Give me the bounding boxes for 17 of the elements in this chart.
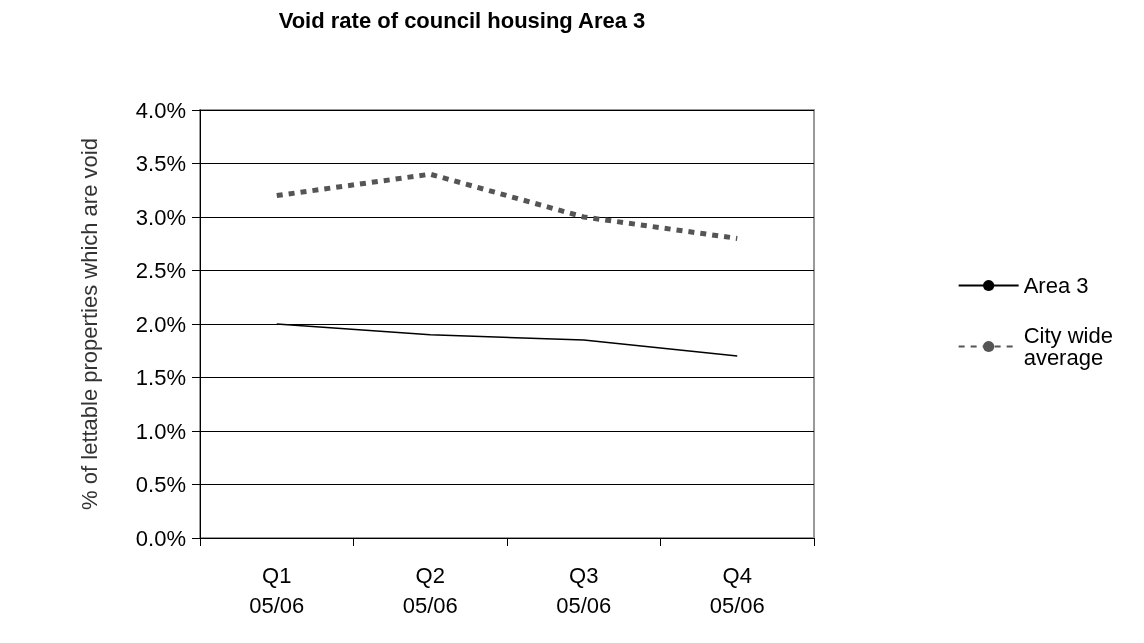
y-tick-label: 2.5%	[135, 258, 186, 283]
chart-title: Void rate of council housing Area 3	[278, 7, 646, 33]
y-tick-label: 1.0%	[135, 418, 186, 444]
y-axis-title: % of lettable properties which are void	[76, 138, 102, 510]
y-tick-label: 0.0%	[135, 525, 186, 551]
x-tick-label: Q1 05/06	[249, 562, 305, 618]
y-tick-label: 3.5%	[135, 151, 186, 176]
y-tick-label: 1.5%	[135, 365, 186, 390]
y-tick-label: 2.0%	[135, 311, 186, 337]
y-tick-label: 4.0%	[135, 97, 186, 123]
legend-label: City wide average	[1023, 323, 1119, 370]
legend-label: Area 3	[1023, 273, 1089, 298]
y-tick-label: 0.5%	[135, 472, 186, 497]
x-tick-label: Q2 05/06	[402, 562, 458, 618]
y-tick-label: 3.0%	[135, 204, 186, 230]
x-tick-label: Q3 05/06	[556, 562, 612, 618]
x-tick-label: Q4 05/06	[709, 562, 765, 618]
